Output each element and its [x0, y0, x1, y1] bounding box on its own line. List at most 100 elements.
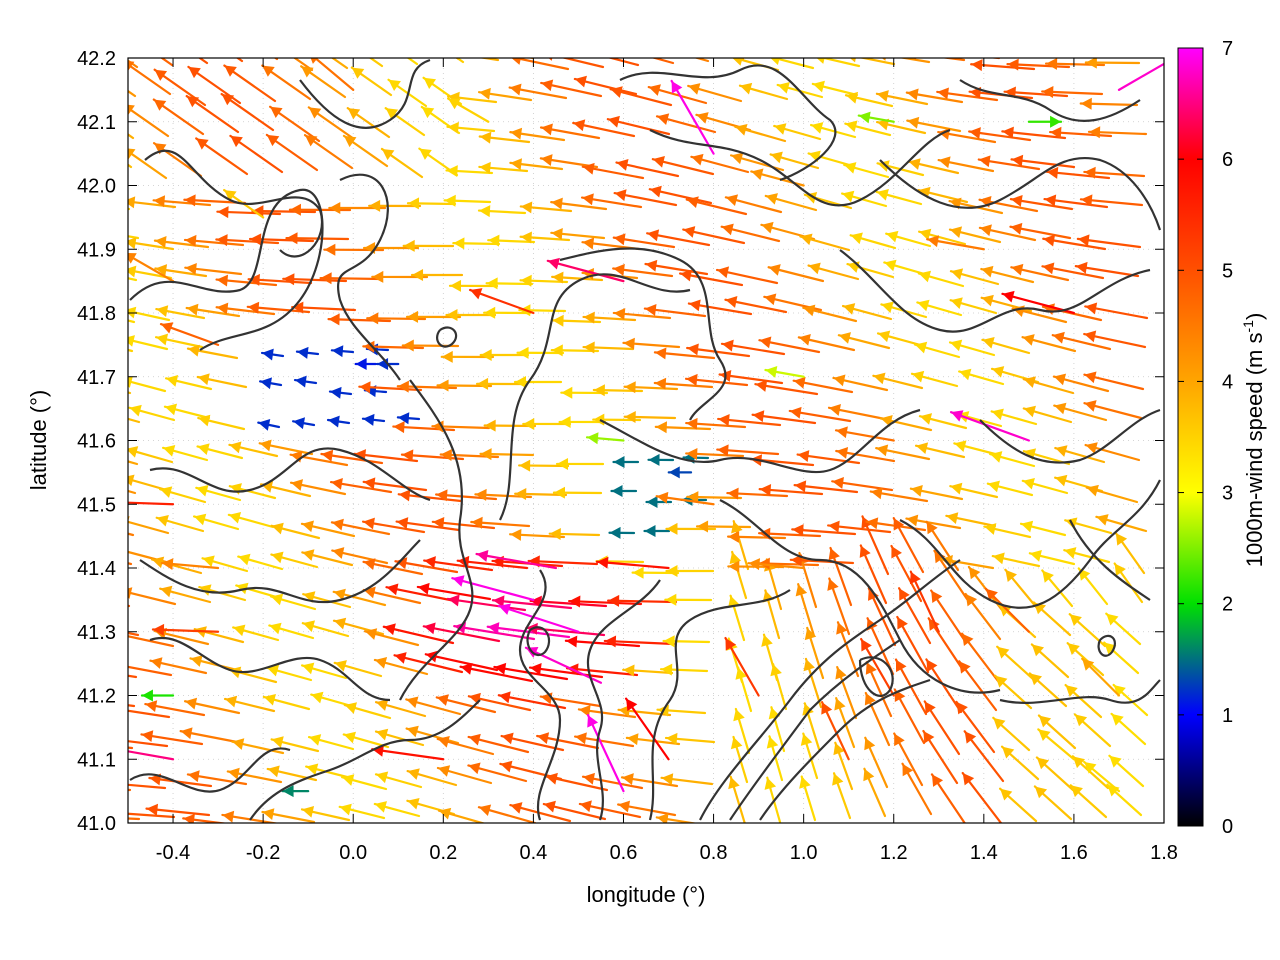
wind-arrow — [330, 58, 349, 70]
wind-arrow-head — [582, 237, 595, 250]
wind-arrow — [564, 639, 641, 648]
wind-arrow-head — [478, 205, 491, 218]
wind-arrow-head — [897, 617, 908, 630]
wind-arrow-head — [761, 634, 773, 647]
wind-vector-head — [128, 253, 137, 264]
wind-arrow-head — [184, 194, 196, 207]
wind-arrow — [603, 639, 676, 646]
wind-arrow — [650, 58, 675, 65]
wind-arrow-head — [764, 293, 777, 306]
wind-arrow-head — [764, 777, 777, 790]
wind-arrow-head — [83, 476, 95, 488]
wind-arrow-head — [471, 516, 483, 529]
wind-arrow — [128, 812, 176, 819]
x-tick-label: 1.0 — [790, 842, 818, 864]
wind-arrow-head — [369, 199, 381, 212]
wind-arrow-head — [1023, 376, 1036, 388]
wind-arrow — [128, 635, 175, 648]
wind-arrow-head — [569, 595, 581, 608]
wind-arrow-head — [802, 703, 814, 716]
wind-arrow-head — [624, 381, 636, 394]
wind-arrow-head — [956, 701, 968, 715]
wind-arrow-head — [1067, 643, 1080, 655]
wind-arrow-head — [828, 547, 840, 561]
wind-arrow — [128, 817, 141, 821]
wind-arrow-head — [530, 595, 542, 608]
wind-arrow-head — [329, 201, 341, 214]
colorbar-tick-label: 2 — [1222, 594, 1233, 616]
wind-arrow-head — [365, 628, 378, 640]
wind-arrow-head — [292, 301, 304, 314]
wind-arrow — [527, 559, 599, 566]
wind-arrow-head — [388, 79, 401, 91]
wind-vector-head — [355, 358, 367, 370]
wind-arrow-head — [486, 277, 498, 290]
wind-arrow-head — [938, 156, 951, 169]
wind-arrow-head — [374, 657, 388, 669]
wind-arrow-head — [1074, 714, 1088, 727]
wind-vector — [949, 411, 1030, 442]
wind-vector — [670, 79, 715, 155]
wind-arrow — [940, 58, 966, 62]
wind-arrow-head — [950, 482, 963, 495]
wind-arrow-head — [453, 237, 465, 250]
wind-arrow-head — [151, 556, 165, 569]
wind-arrow-head — [552, 271, 564, 284]
wind-arrow-head — [232, 738, 245, 750]
wind-arrow-head — [403, 239, 415, 252]
wind-arrow-head — [661, 773, 674, 786]
wind-arrow — [456, 559, 529, 570]
wind-arrow-head — [344, 702, 358, 714]
y-tick-label: 41.6 — [77, 431, 116, 453]
wind-arrow-head — [423, 77, 437, 90]
wind-arrow-head — [262, 348, 274, 361]
wind-arrow-head — [156, 515, 169, 527]
wind-arrow-head — [155, 264, 168, 277]
wind-arrow-head — [866, 517, 879, 530]
wind-arrow-head — [484, 306, 496, 319]
wind-arrow-head — [423, 622, 436, 635]
wind-arrow — [368, 58, 384, 68]
wind-arrow — [459, 665, 534, 683]
wind-arrow-head — [333, 588, 346, 601]
wind-arrow — [128, 207, 131, 211]
wind-arrow-head — [363, 558, 376, 570]
wind-arrow-head — [1114, 563, 1126, 576]
x-tick-label: 0.4 — [519, 842, 547, 864]
wind-arrow-head — [1096, 514, 1109, 526]
wind-arrow-head — [1085, 442, 1098, 454]
wind-arrow-head — [733, 708, 745, 722]
y-tick-label: 41.4 — [77, 558, 116, 580]
wind-arrow — [128, 520, 170, 535]
wind-arrow-head — [145, 700, 158, 713]
wind-arrow-head — [154, 235, 167, 248]
wind-arrow-head — [222, 810, 235, 823]
wind-arrow-head — [865, 662, 877, 675]
colorbar-label-close: ) — [1242, 313, 1267, 320]
wind-arrow-head — [196, 485, 209, 497]
wind-vector-head — [985, 588, 998, 601]
wind-vector-head — [1002, 290, 1015, 303]
colorbar-tick-label: 3 — [1222, 483, 1233, 505]
wind-arrow-head — [1084, 371, 1097, 384]
wind-vector-head — [476, 550, 489, 562]
wind-arrow-head — [436, 694, 449, 706]
wind-arrow-head — [393, 421, 405, 434]
wind-arrow-head — [113, 545, 125, 557]
wind-arrow-head — [520, 274, 532, 287]
wind-arrow-head — [770, 58, 780, 66]
wind-arrow-head — [766, 736, 779, 749]
wind-arrow-head — [891, 546, 902, 559]
wind-vector-head — [1050, 115, 1062, 128]
wind-arrow-head — [529, 663, 542, 675]
wind-vector — [371, 748, 445, 761]
wind-arrow-head — [833, 374, 846, 387]
wind-arrow-head — [545, 772, 558, 785]
wind-arrow — [128, 460, 139, 466]
wind-arrow-head — [833, 742, 845, 756]
wind-arrow-head — [196, 138, 209, 150]
wind-arrow-head — [623, 337, 635, 350]
wind-arrow-head — [828, 520, 840, 533]
wind-arrow-head — [774, 123, 787, 135]
wind-arrow-head — [259, 439, 272, 452]
